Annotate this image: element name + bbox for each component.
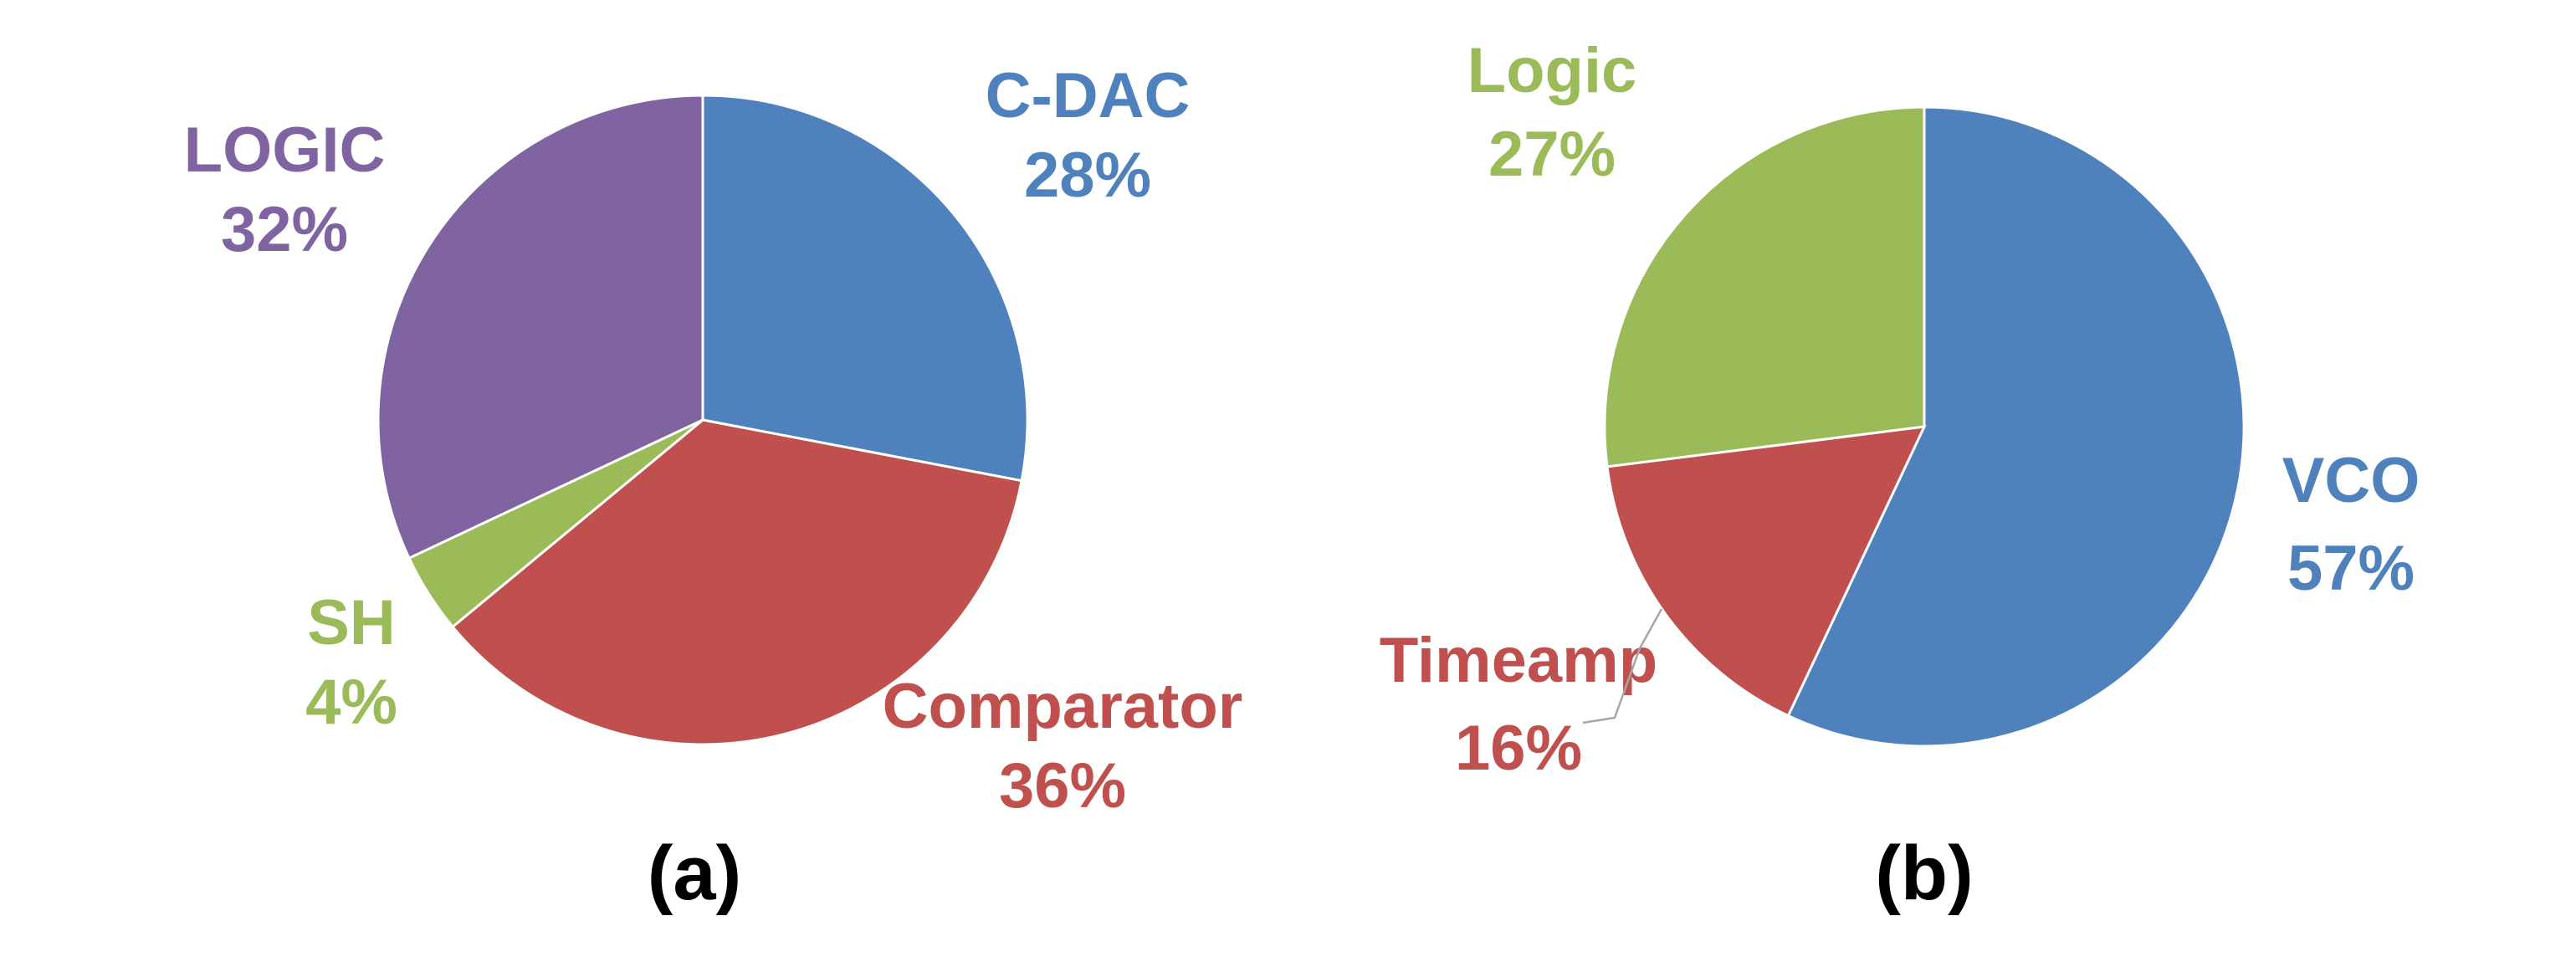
slice-label-logic-a: LOGIC — [184, 115, 386, 186]
pie-chart-a: C-DAC 28% Comparator 36% SH 4% LOGIC 32% — [184, 60, 1243, 821]
caption-a: (a) — [648, 831, 741, 916]
slice-value-timeamp-b: 16% — [1455, 713, 1582, 784]
slice-value-c-dac-a: 28% — [1024, 140, 1151, 211]
slice-label-vco-b: VCO — [2282, 445, 2420, 516]
slice-logic-a — [376, 94, 704, 560]
slice-comparator-a — [450, 418, 1023, 746]
slice-value-vco-b: 57% — [2287, 533, 2415, 604]
slice-value-sh-a: 4% — [305, 667, 397, 738]
slice-logic-b — [1603, 105, 1926, 468]
leader-line-timeamp — [1582, 608, 1663, 724]
slice-value-comparator-a: 36% — [999, 750, 1126, 821]
slice-value-logic-a: 32% — [221, 194, 348, 265]
slice-label-c-dac-a: C-DAC — [986, 60, 1191, 131]
slice-vco-b — [1786, 105, 2246, 748]
slice-label-sh-a: SH — [307, 587, 396, 658]
pie-chart-b: VCO 57% Timeamp 16% Logic 27% — [1380, 35, 2420, 784]
slice-label-logic-b: Logic — [1467, 35, 1637, 106]
slice-c-dac-a — [701, 94, 1029, 483]
slice-value-logic-b: 27% — [1488, 119, 1616, 190]
slice-timeamp-b — [1606, 425, 1927, 718]
caption-b: (b) — [1875, 831, 1973, 916]
slice-label-comparator-a: Comparator — [883, 671, 1243, 742]
slice-label-timeamp-b: Timeamp — [1380, 625, 1657, 696]
